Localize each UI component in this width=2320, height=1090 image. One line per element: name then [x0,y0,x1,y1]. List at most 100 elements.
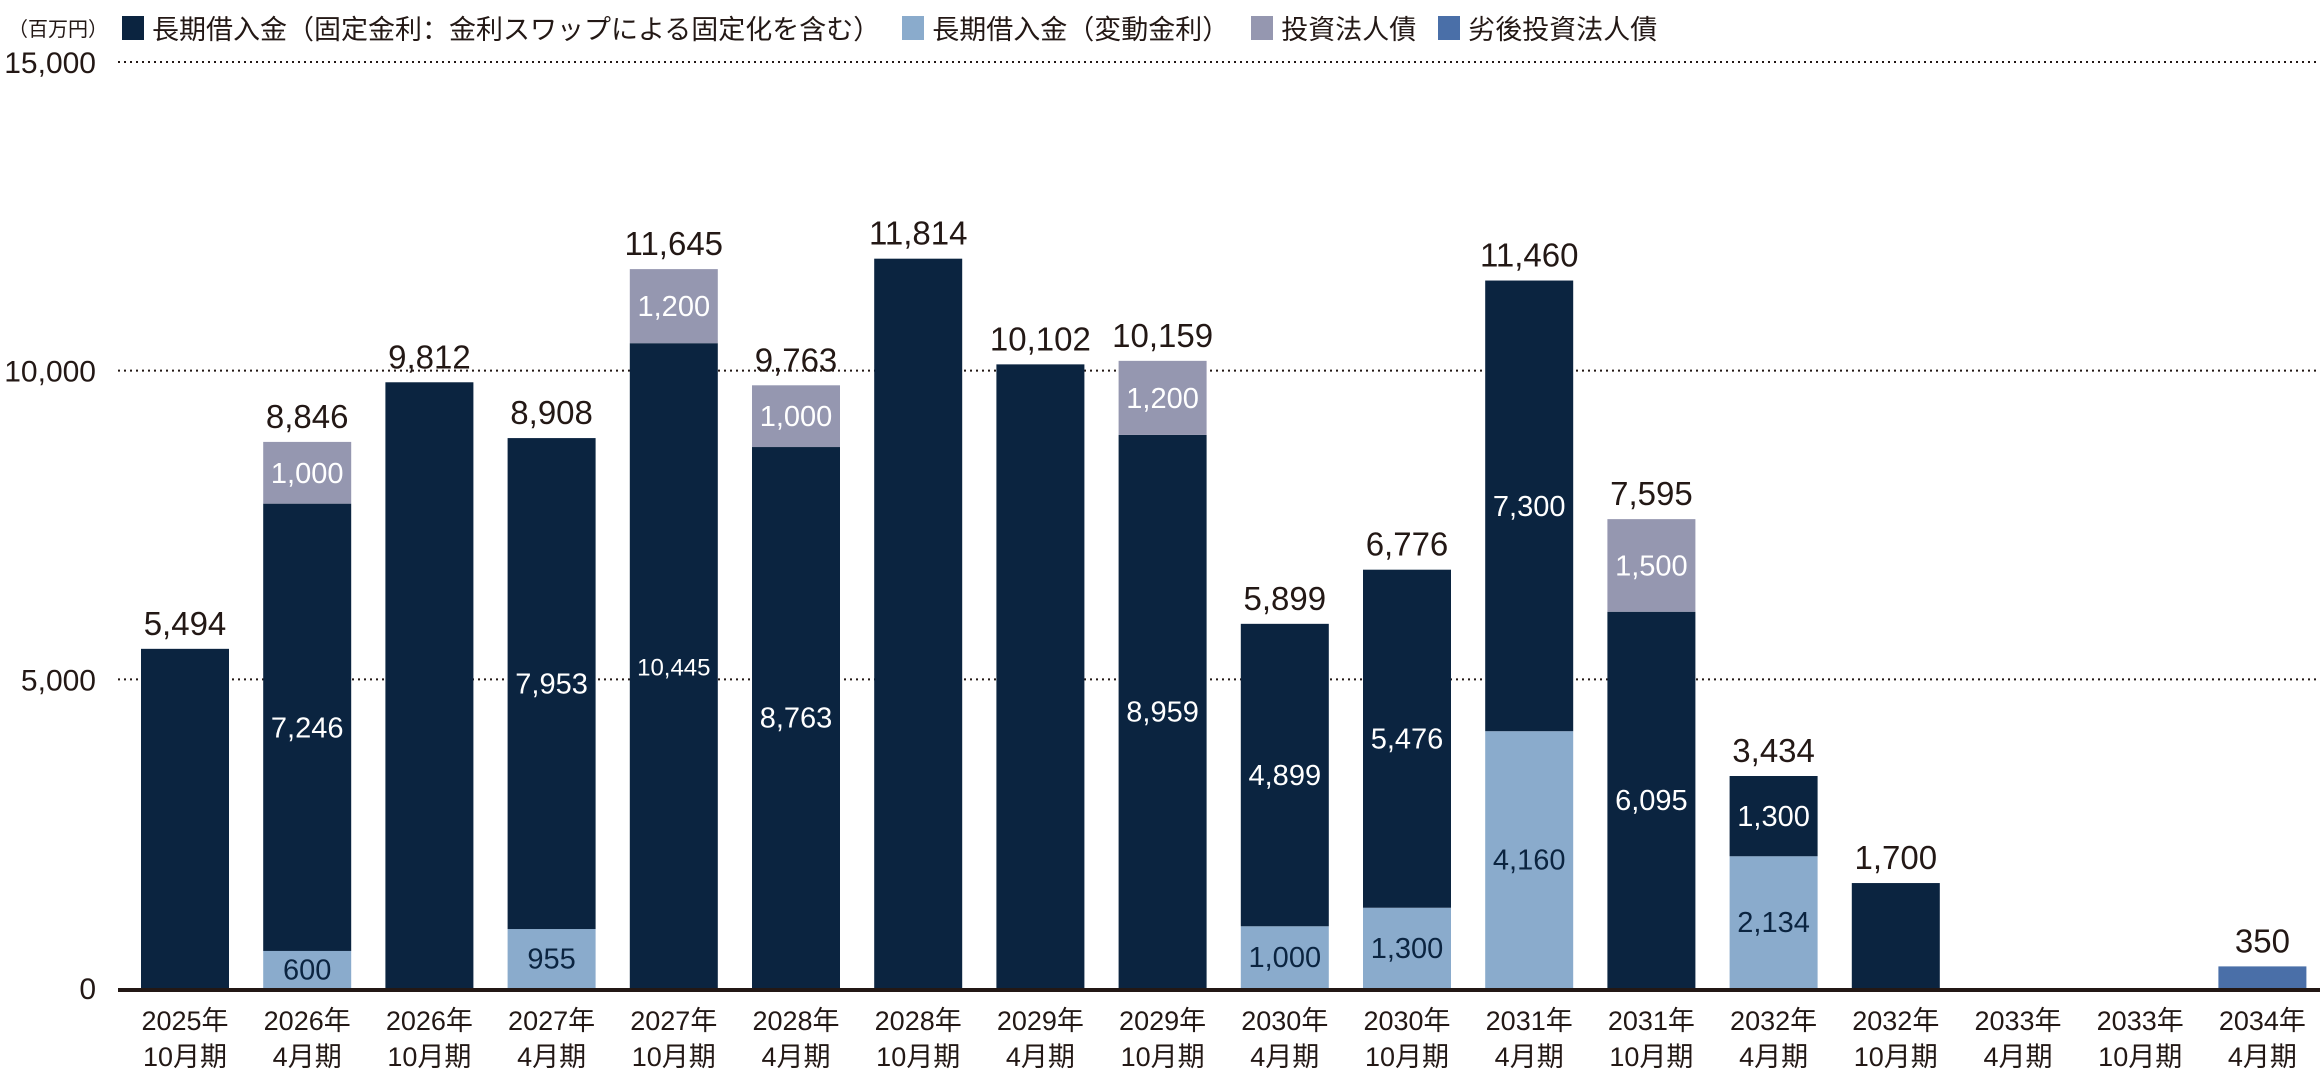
segment-label: 7,300 [1493,491,1566,523]
segment-label: 1,000 [271,458,344,490]
x-tick-label: 10月期 [876,1042,960,1072]
x-tick-label: 10月期 [387,1042,471,1072]
total-label: 9,812 [388,338,471,375]
bar-segment [507,438,596,930]
x-tick-label: 2026年 [264,1006,351,1036]
x-tick-label: 2028年 [875,1006,962,1036]
segment-label: 10,445 [637,655,710,682]
x-tick-label: 4月期 [1006,1042,1075,1072]
bar-segment [263,441,352,504]
segment-label: 1,300 [1371,933,1444,965]
total-label: 11,814 [869,215,967,252]
legend-item: 劣後投資法人債 [1438,8,1657,47]
total-label: 5,494 [144,605,227,642]
y-tick-label: 15,000 [4,47,96,80]
bar-segment [263,503,352,951]
legend-swatch [1251,15,1274,40]
legend-label: 投資法人債 [1281,15,1417,45]
segment-label: 1,000 [1249,942,1322,974]
segment-label: 4,899 [1249,760,1322,792]
total-label: 6,776 [1366,526,1449,563]
x-tick-label: 10月期 [1365,1042,1449,1072]
total-label: 11,460 [1480,237,1578,274]
bar-segment [1485,280,1574,732]
x-tick-label: 4月期 [761,1042,830,1072]
x-tick-label: 2034年 [2219,1006,2306,1036]
unit-label: （百万円） [8,19,108,41]
bar-segment [752,385,840,448]
bar-segment [629,343,718,989]
segment-label: 1,500 [1615,550,1688,582]
bar-segment [752,447,840,989]
x-tick-label: 4月期 [1983,1042,2052,1072]
y-tick-label: 10,000 [4,356,96,389]
segment-label: 8,763 [760,703,833,735]
bar-segment [874,258,963,989]
x-tick-label: 2029年 [1119,1006,1206,1036]
segment-label: 955 [527,944,575,976]
bar-segment [629,269,718,344]
total-label: 8,846 [266,398,349,435]
x-tick-label: 4月期 [273,1042,342,1072]
segment-label: 1,300 [1737,801,1810,833]
y-tick-label: 0 [79,973,96,1006]
x-tick-label: 10月期 [1854,1042,1938,1072]
bar-segment [1607,611,1696,988]
segment-label: 5,476 [1371,724,1444,756]
legend-label: 劣後投資法人債 [1468,15,1658,45]
x-tick-label: 2030年 [1363,1006,1450,1036]
legend-item: 長期借入金（固定金利：金利スワップによる固定化を含む） [122,8,880,47]
bar-segment [1118,360,1207,435]
segment-label: 1,200 [638,291,711,323]
bar-segment [1363,569,1451,908]
x-tick-label: 2027年 [508,1006,595,1036]
segment-label: 6,095 [1615,785,1688,817]
x-tick-label: 2033年 [2097,1006,2184,1036]
x-tick-label: 2031年 [1486,1006,1573,1036]
legend-swatch [1438,15,1461,40]
total-label: 10,159 [1112,317,1213,354]
legend-item: 長期借入金（変動金利） [902,8,1229,47]
x-tick-label: 4月期 [2228,1042,2297,1072]
total-label: 9,763 [755,341,838,378]
legend: （百万円） 長期借入金（固定金利：金利スワップによる固定化を含む） 長期借入金（変… [8,8,1679,47]
segment-label: 8,959 [1126,696,1199,728]
x-tick-label: 2027年 [630,1006,717,1036]
x-tick-label: 2025年 [141,1006,228,1036]
bar-segment [1485,731,1574,988]
bar-segment [385,382,474,988]
x-tick-label: 4月期 [1250,1042,1319,1072]
legend-item: 投資法人債 [1251,8,1416,47]
bar-segment [996,364,1085,988]
bar-segment [1729,856,1818,988]
total-label: 5,899 [1244,580,1327,617]
x-tick-label: 10月期 [1609,1042,1693,1072]
segment-label: 2,134 [1737,907,1810,939]
x-tick-label: 2032年 [1852,1006,1939,1036]
x-tick-label: 4月期 [1739,1042,1808,1072]
segment-label: 4,160 [1493,845,1566,877]
x-tick-label: 4月期 [1495,1042,1564,1072]
legend-swatch [122,15,144,40]
bar-segment [1851,883,1940,988]
bar-segment [1240,623,1329,927]
segment-label: 600 [283,954,331,986]
bar-segment [263,950,352,988]
y-tick-label: 5,000 [21,664,96,697]
x-tick-label: 2033年 [1974,1006,2061,1036]
x-tick-label: 10月期 [143,1042,227,1072]
x-tick-label: 2030年 [1241,1006,1328,1036]
total-label: 10,102 [990,320,1091,357]
segment-label: 7,246 [271,712,344,744]
x-tick-label: 2032年 [1730,1006,1817,1036]
bar-segment [141,648,229,988]
legend-label: 長期借入金（変動金利） [932,15,1230,45]
total-label: 1,700 [1855,839,1938,876]
bar-segment [1729,776,1818,857]
bar-segment [2218,966,2307,988]
x-tick-label: 2031年 [1608,1006,1695,1036]
x-tick-label: 10月期 [2098,1042,2182,1072]
segment-label: 7,953 [515,669,588,701]
segment-label: 1,200 [1126,383,1199,415]
